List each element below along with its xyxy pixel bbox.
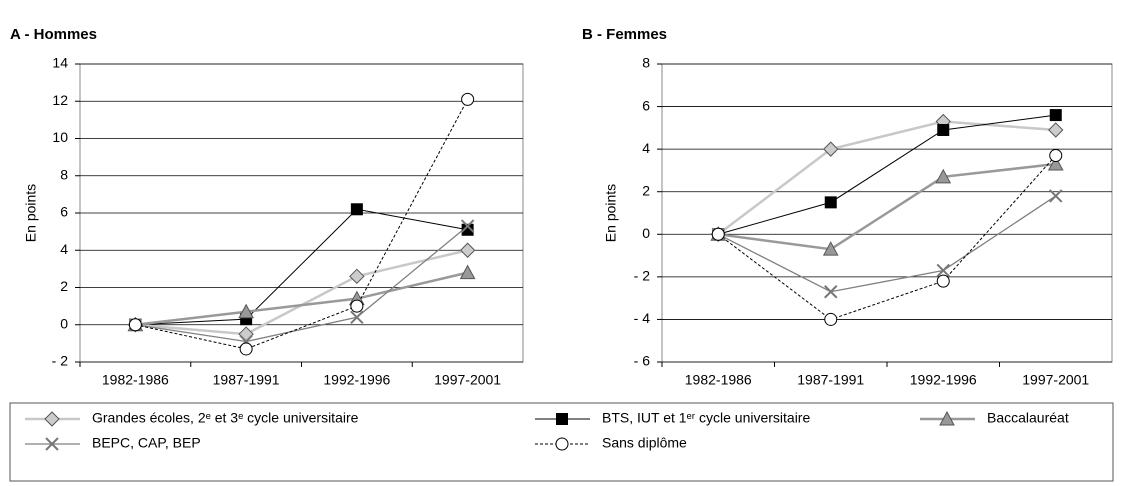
data-point xyxy=(349,268,365,285)
x-tick-label: 1992-1996 xyxy=(910,372,977,388)
data-point xyxy=(1049,109,1062,122)
data-point xyxy=(824,312,838,326)
series-line xyxy=(717,195,1057,293)
x-tick-label: 1997-2001 xyxy=(1022,372,1089,388)
data-point xyxy=(824,285,838,299)
y-tick-label: 2 xyxy=(642,182,650,198)
data-point xyxy=(711,227,725,241)
y-tick-label: 0 xyxy=(60,315,68,331)
legend-label: Grandes écoles, 2ᵉ et 3ᵉ cycle universit… xyxy=(92,410,359,426)
series-line xyxy=(135,249,468,336)
data-point xyxy=(1049,189,1063,203)
y-axis-label: En points xyxy=(603,184,619,242)
data-point xyxy=(459,264,476,280)
legend-marker xyxy=(44,411,60,427)
data-point xyxy=(238,303,254,319)
y-tick-label: 0 xyxy=(642,225,650,241)
data-point xyxy=(935,168,952,184)
series-line xyxy=(135,99,469,350)
y-tick-label: 14 xyxy=(52,55,68,71)
legend-box xyxy=(9,402,1114,482)
data-point xyxy=(350,310,364,325)
data-point xyxy=(937,123,950,136)
legend-marker xyxy=(555,437,569,451)
legend-marker xyxy=(556,413,568,425)
data-point xyxy=(1048,122,1064,138)
series-line xyxy=(135,208,468,326)
data-point xyxy=(460,219,475,233)
y-tick-label: 12 xyxy=(52,92,68,108)
y-tick-label: 6 xyxy=(642,97,650,113)
legend-marker xyxy=(45,437,59,451)
data-point xyxy=(238,326,254,342)
chart-title: A - Hommes xyxy=(10,26,97,43)
y-tick-label: - 2 xyxy=(634,268,651,284)
y-tick-label: - 6 xyxy=(634,353,651,369)
y-tick-label: 10 xyxy=(52,129,68,145)
series-line xyxy=(718,162,1056,251)
data-point xyxy=(824,196,837,209)
y-tick-label: 2 xyxy=(60,278,68,294)
data-point xyxy=(350,299,364,313)
data-point xyxy=(461,223,474,236)
data-point xyxy=(239,342,253,356)
data-point xyxy=(822,241,839,256)
data-point xyxy=(1049,149,1063,163)
x-tick-label: 1987-1991 xyxy=(797,372,864,388)
y-tick-label: 4 xyxy=(60,241,68,257)
data-point xyxy=(936,274,950,288)
x-tick-label: 1992-1996 xyxy=(323,372,390,388)
data-point xyxy=(936,263,950,278)
series-line xyxy=(135,225,469,343)
x-tick-label: 1982-1986 xyxy=(685,372,752,388)
y-tick-label: 8 xyxy=(642,55,650,71)
y-tick-label: 8 xyxy=(60,166,68,182)
series-line xyxy=(718,114,1056,235)
legend-marker xyxy=(939,410,955,426)
data-point xyxy=(823,141,839,157)
data-point xyxy=(350,203,363,216)
data-point xyxy=(461,92,475,106)
series-line xyxy=(717,120,1056,236)
chart-title: B - Femmes xyxy=(582,26,667,43)
y-tick-label: - 2 xyxy=(52,353,69,369)
data-point xyxy=(128,318,142,332)
legend-label: Baccalauréat xyxy=(987,410,1069,426)
series-line xyxy=(717,155,1057,320)
legend-label: BEPC, CAP, BEP xyxy=(92,435,201,451)
x-tick-label: 1982-1986 xyxy=(102,372,169,388)
legend-label: Sans diplôme xyxy=(602,435,687,451)
data-point xyxy=(459,242,476,258)
legend-label: BTS, IUT et 1ᵉʳ cycle universitaire xyxy=(602,410,810,426)
data-point xyxy=(1047,155,1064,171)
series-line xyxy=(135,271,468,326)
x-tick-label: 1987-1991 xyxy=(213,372,280,388)
y-tick-label: - 4 xyxy=(634,310,651,326)
x-tick-label: 1997-2001 xyxy=(434,372,501,388)
y-tick-label: 4 xyxy=(642,140,650,156)
y-tick-label: 6 xyxy=(60,204,68,220)
y-axis-label: En points xyxy=(23,184,39,242)
